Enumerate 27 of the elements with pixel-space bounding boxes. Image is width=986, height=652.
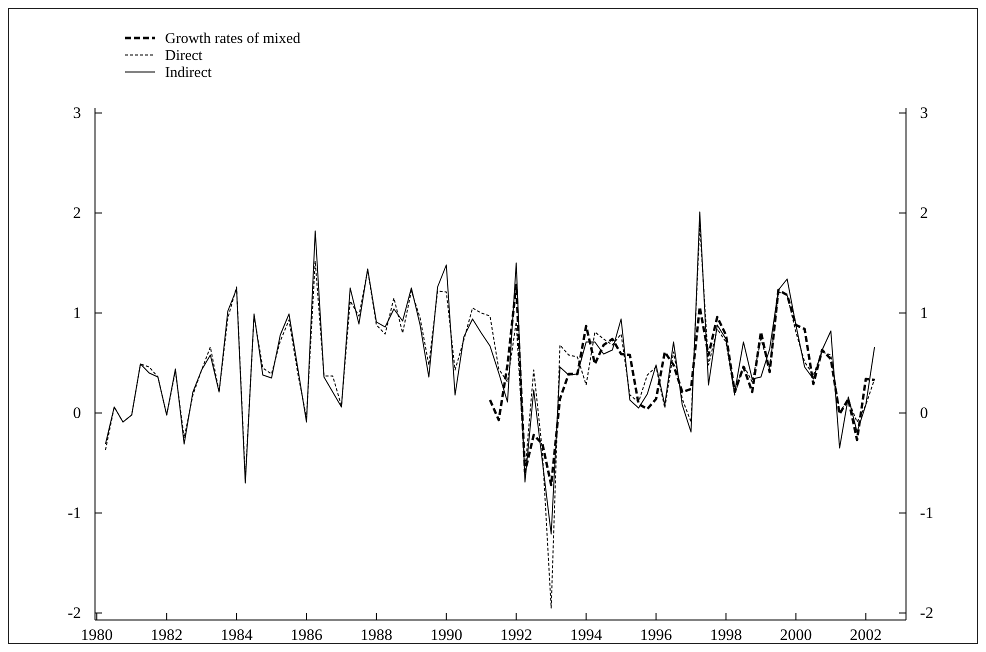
x-tick-label: 1982: [150, 627, 183, 644]
x-tick-label: 1984: [220, 627, 253, 644]
x-tick-label: 1996: [640, 627, 672, 644]
x-tick-label: 1994: [570, 627, 602, 644]
y-tick-label: 1: [73, 305, 81, 322]
y-tick-label: 2: [73, 205, 81, 222]
y2-tick-label: 1: [920, 305, 928, 322]
y2-tick-label: -2: [920, 605, 934, 622]
y-tick-label: -1: [68, 505, 81, 522]
y2-tick-label: 0: [920, 405, 928, 422]
y2-tick-label: 2: [920, 205, 928, 222]
x-tick-label: 2000: [780, 627, 812, 644]
legend-label: Indirect: [165, 65, 212, 81]
legend-label: Growth rates of mixed: [165, 31, 301, 47]
y2-tick-label: -1: [920, 505, 934, 522]
y-tick-label: -2: [68, 605, 81, 622]
y2-tick-label: 3: [920, 105, 928, 122]
x-tick-label: 1992: [500, 627, 532, 644]
y-tick-label: 0: [73, 405, 81, 422]
x-tick-label: 1980: [80, 627, 113, 644]
x-tick-label: 1986: [290, 627, 322, 644]
x-tick-label: 1998: [710, 627, 742, 644]
x-tick-label: 1988: [360, 627, 392, 644]
y-tick-label: 3: [73, 105, 81, 122]
x-tick-label: 1990: [430, 627, 462, 644]
x-tick-label: 2002: [850, 627, 882, 644]
legend-label: Direct: [165, 48, 204, 64]
